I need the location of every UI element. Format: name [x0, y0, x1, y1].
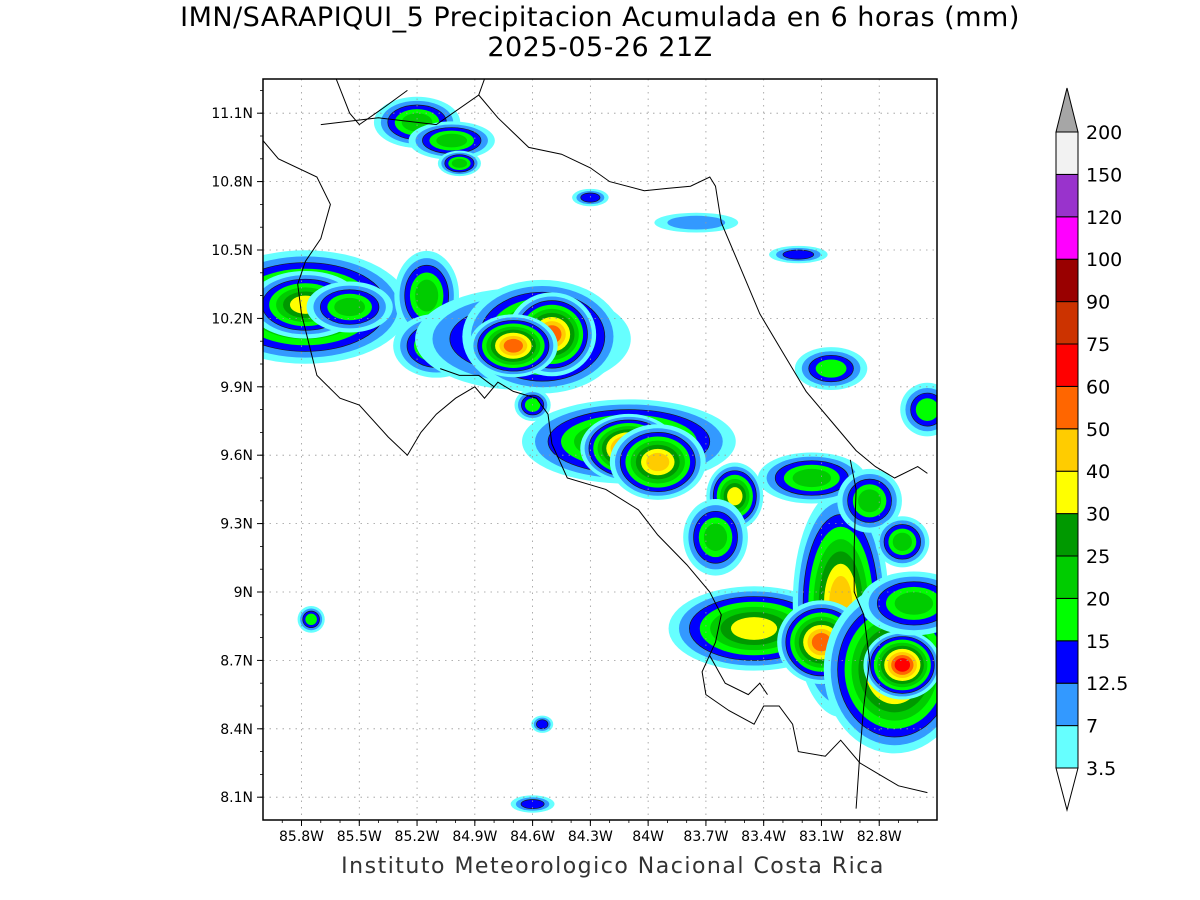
nicaragua-border-line: [320, 79, 485, 126]
colorbar-over-triangle: [1055, 87, 1079, 133]
colorbar-bin: [1055, 597, 1079, 642]
rain-cell-8-level-8: [503, 338, 523, 353]
rain-cell-16-level-6: [730, 617, 778, 640]
colorbar-label: 20: [1086, 588, 1110, 610]
lon-tick-label: 83.4W: [741, 829, 786, 845]
rain-cell-25-level-2: [580, 192, 601, 203]
rain-cell-22-level-3: [915, 398, 937, 421]
lon-tick-label: 85.8W: [279, 829, 324, 845]
map-frame: [262, 78, 938, 821]
colorbar-label: 50: [1086, 419, 1110, 441]
rain-cell-23-level-2: [782, 249, 815, 260]
map-title: IMN/SARAPIQUI_5 Precipitacion Acumulada …: [180, 2, 1020, 33]
lon-tick-label: 84W: [632, 829, 664, 845]
rain-cell-29-level-2: [520, 799, 545, 809]
colorbar-label: 40: [1086, 461, 1110, 483]
lon-tick-label: 84.3W: [568, 829, 613, 845]
colorbar-bin: [1055, 343, 1079, 387]
colorbar-bin: [1055, 682, 1079, 727]
colorbar-label: 25: [1086, 546, 1110, 568]
lat-tick-label: 9.6N: [220, 448, 253, 464]
map-subtitle: 2025-05-26 21Z: [487, 32, 713, 63]
lat-tick-label: 10.2N: [211, 311, 253, 327]
rain-cell-10-level-4: [436, 133, 468, 148]
colorbar-label: 60: [1086, 376, 1110, 398]
lat-lon-grid: [263, 79, 937, 820]
rain-cell-31-level-4: [792, 468, 832, 488]
rain-cell-18-level-8: [811, 633, 832, 652]
lat-tick-label: 11.1N: [211, 106, 253, 122]
colorbar-bin: [1055, 640, 1079, 684]
colorbar-label: 120: [1086, 207, 1122, 229]
lon-tick-label: 84.6W: [510, 829, 555, 845]
lat-tick-label: 8.4N: [220, 722, 253, 738]
colorbar-label: 7: [1086, 716, 1098, 738]
rain-cell-21-level-3: [815, 359, 847, 378]
lat-tick-label: 10.8N: [211, 175, 253, 191]
footer-credit: Instituto Meteorologico Nacional Costa R…: [341, 854, 885, 879]
precipitation-field: [263, 96, 937, 813]
colorbar-label: 15: [1086, 631, 1110, 653]
lat-tick-label: 8.1N: [220, 790, 253, 806]
rain-cell-33-level-4: [892, 532, 912, 551]
colorbar-bin: [1055, 258, 1079, 303]
rain-cell-30-level-4: [703, 523, 728, 551]
coastlines: [263, 79, 928, 809]
colorbar-bin: [1055, 216, 1079, 260]
rain-cell-34-level-4: [894, 592, 934, 615]
colorbar-bin: [1055, 173, 1079, 218]
colorbar-label: 100: [1086, 249, 1122, 271]
panama-border-line: [849, 459, 871, 809]
colorbar-bin: [1055, 301, 1079, 345]
lon-tick-label: 82.8W: [857, 829, 902, 845]
colorbar-legend: 3.5 7 12.5 15 20 25 30 40 50 60 75 90 100 120 150 200: [1055, 87, 1128, 812]
rain-cell-32-level-4: [858, 489, 882, 513]
rain-cell-27-level-3: [305, 613, 317, 626]
lat-tick-label: 10.5N: [211, 243, 253, 259]
colorbar-bin: [1055, 428, 1079, 472]
latitude-axis: 11.1N 10.8N 10.5N 10.2N 9.9N 9.6N 9.3N 9N 8.7N 8.…: [211, 90, 263, 806]
colorbar-bin: [1055, 725, 1079, 769]
colorbar-label: 75: [1086, 334, 1110, 356]
colorbar-bin: [1055, 555, 1079, 599]
colorbar-label: 200: [1086, 122, 1122, 144]
lake-nicaragua-line: [335, 79, 408, 126]
colorbar-bin: [1055, 513, 1079, 557]
lon-tick-label: 83.7W: [683, 829, 728, 845]
colorbar-bin: [1055, 470, 1079, 515]
colorbar-label: 12.5: [1086, 673, 1128, 695]
lon-tick-label: 85.2W: [395, 829, 440, 845]
rain-cell-2-level-4: [334, 297, 366, 317]
rain-cell-3-level-4: [415, 279, 439, 312]
rain-cell-20-level-9: [894, 658, 911, 672]
lat-tick-label: 8.7N: [220, 653, 253, 669]
lon-tick-label: 85.5W: [337, 829, 382, 845]
colorbar-bin: [1055, 385, 1079, 430]
lon-tick-label: 83.1W: [799, 829, 844, 845]
colorbar-label: 30: [1086, 504, 1110, 526]
colorbar-bin: [1055, 131, 1079, 175]
colorbar-under-triangle: [1055, 767, 1079, 812]
rain-cell-11-level-4: [451, 158, 468, 168]
colorbar-label: 90: [1086, 292, 1110, 314]
rain-cell-28-level-2: [536, 719, 549, 730]
colorbar-label: 3.5: [1086, 758, 1116, 780]
gulf-of-nicoya-north-line: [440, 368, 495, 388]
longitude-axis: 85.8W 85.5W 85.2W 84.9W 84.6W 84.3W 84W 83.7W 83…: [279, 820, 919, 845]
rain-cell-24-level-1: [667, 215, 726, 230]
lat-tick-label: 9.3N: [220, 517, 253, 533]
rain-cell-14-level-7: [646, 452, 670, 472]
lon-tick-label: 84.9W: [452, 829, 497, 845]
colorbar-label: 150: [1086, 164, 1122, 186]
caribbean-coast-line: [478, 94, 928, 479]
lat-tick-label: 9.9N: [220, 380, 253, 396]
osa-peninsula-line: [709, 655, 768, 696]
nicaragua-shore-line: [263, 140, 928, 794]
rain-cell-15-level-6: [727, 487, 743, 506]
lat-tick-label: 9N: [234, 585, 253, 601]
